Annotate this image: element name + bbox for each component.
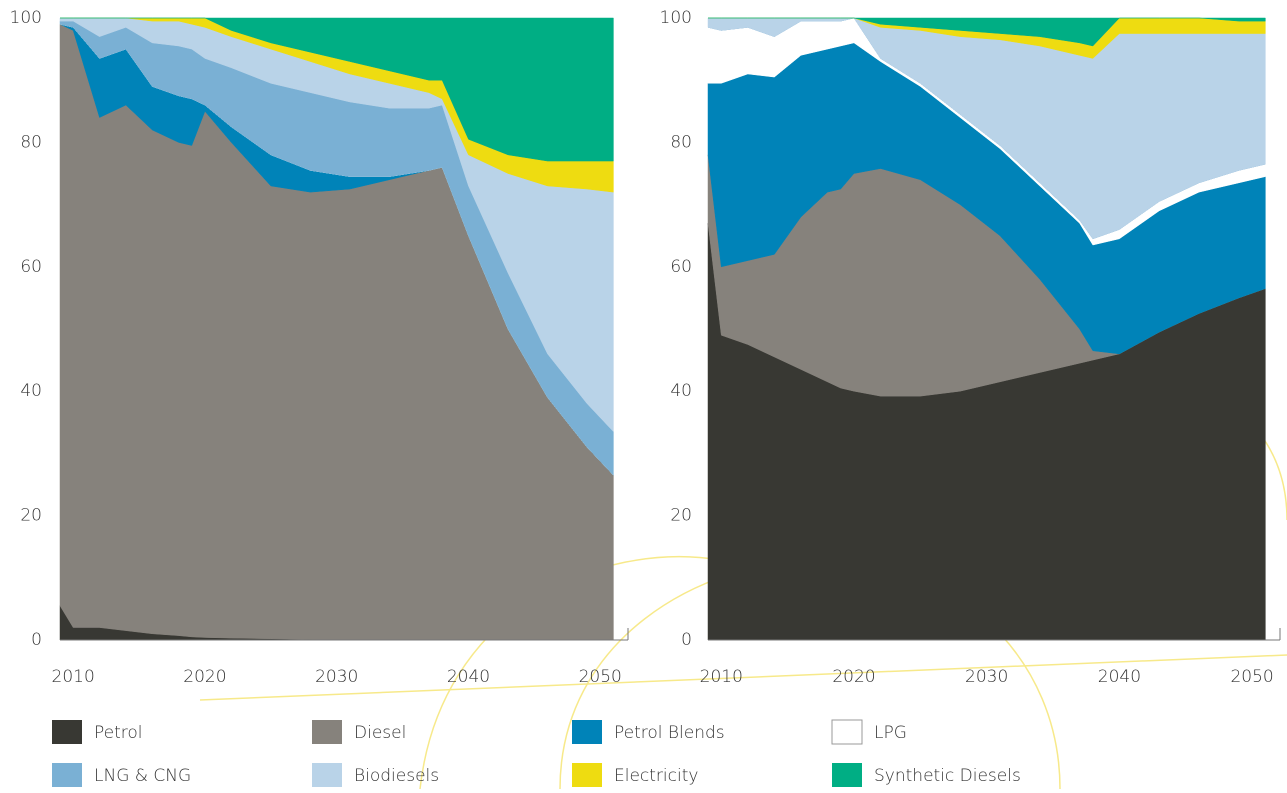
x-tick-label: 2020 bbox=[183, 667, 226, 687]
legend-swatch bbox=[52, 720, 82, 744]
legend-swatch bbox=[312, 720, 342, 744]
legend-label: LNG & CNG bbox=[94, 766, 191, 786]
x-tick-label: 2010 bbox=[700, 667, 743, 687]
y-tick-label: 80 bbox=[20, 132, 42, 152]
legend-label: Petrol bbox=[94, 723, 143, 743]
legend-label: Electricity bbox=[614, 766, 698, 786]
legend-label: Diesel bbox=[354, 723, 406, 743]
x-tick-label: 2040 bbox=[447, 667, 490, 687]
y-tick-label: 20 bbox=[670, 506, 692, 526]
x-tick-label: 2030 bbox=[965, 667, 1008, 687]
x-tick-label: 2010 bbox=[52, 667, 95, 687]
legend-label: Petrol Blends bbox=[614, 723, 725, 743]
legend-label: Biodiesels bbox=[354, 766, 439, 786]
y-tick-label: 20 bbox=[20, 506, 42, 526]
y-tick-label: 80 bbox=[670, 132, 692, 152]
y-tick-label: 100 bbox=[10, 8, 42, 28]
legend: Petrol Diesel Petrol Blends LPG LNG & CNG Bio… bbox=[52, 719, 1021, 787]
legend-label: Synthetic Diesels bbox=[874, 766, 1021, 786]
legend-swatch bbox=[831, 719, 863, 745]
x-tick-label: 2020 bbox=[832, 667, 875, 687]
legend-swatch bbox=[832, 763, 862, 787]
y-tick-label: 40 bbox=[670, 381, 692, 401]
x-tick-label: 2030 bbox=[315, 667, 358, 687]
area-series: Synthetic Diesels bbox=[708, 17, 1266, 47]
y-tick-label: 100 bbox=[660, 8, 692, 28]
legend-swatch bbox=[312, 763, 342, 787]
area-series: Synthetic Diesels bbox=[60, 17, 614, 162]
y-tick-label: 60 bbox=[20, 257, 42, 277]
legend-swatch bbox=[572, 763, 602, 787]
y-tick-label: 60 bbox=[670, 257, 692, 277]
legend-label: LPG bbox=[874, 723, 907, 743]
x-tick-label: 2040 bbox=[1098, 667, 1141, 687]
x-tick-label: 2050 bbox=[1230, 667, 1273, 687]
legend-swatch bbox=[52, 763, 82, 787]
y-tick-label: 40 bbox=[20, 381, 42, 401]
y-tick-label: 0 bbox=[31, 630, 42, 650]
y-tick-label: 0 bbox=[681, 630, 692, 650]
x-tick-label: 2050 bbox=[579, 667, 622, 687]
legend-swatch bbox=[572, 720, 602, 744]
